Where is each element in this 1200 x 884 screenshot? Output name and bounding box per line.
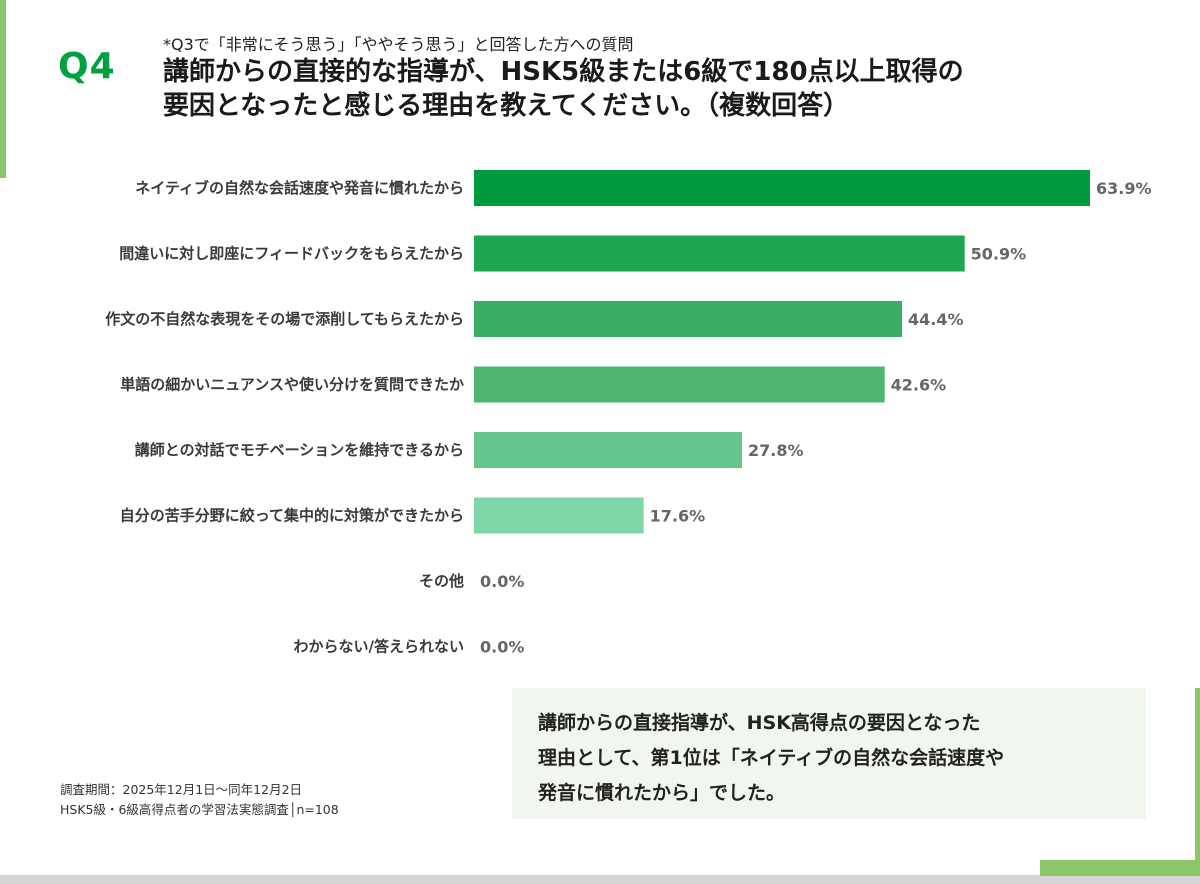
value-label: 44.4% bbox=[908, 310, 964, 329]
title-line-2: 要因となったと感じる理由を教えてください。（複数回答） bbox=[163, 91, 850, 121]
summary-line-3: 発音に慣れたから」でした。 bbox=[538, 782, 786, 804]
summary-line-2: 理由として、第1位は「ネイティブの自然な会話速度や bbox=[538, 747, 1005, 769]
survey-name: HSK5級・6級高得点者の学習法実態調査│n=108 bbox=[60, 802, 339, 817]
value-label: 27.8% bbox=[748, 441, 804, 460]
right-accent-bar bbox=[1195, 688, 1200, 860]
bottom-border bbox=[0, 875, 1200, 884]
category-label: 作文の不自然な表現をその場で添削してもらえたから bbox=[105, 310, 464, 328]
category-label: その他 bbox=[419, 572, 464, 590]
question-note: *Q3で「非常にそう思う」「ややそう思う」と回答した方への質問 bbox=[163, 35, 634, 54]
title-line-1: 講師からの直接的な指導が、HSK5級または6級で180点以上取得の bbox=[163, 57, 964, 87]
value-label: 50.9% bbox=[971, 245, 1027, 264]
category-label: 単語の細かいニュアンスや使い分けを質問できたか bbox=[120, 376, 464, 394]
summary-line-1: 講師からの直接指導が、HSK高得点の要因となった bbox=[538, 712, 981, 734]
question-number: Q4 bbox=[58, 46, 116, 87]
bar bbox=[474, 366, 885, 403]
category-label: 間違いに対し即座にフィードバックをもらえたから bbox=[119, 245, 464, 263]
question-title: 講師からの直接的な指導が、HSK5級または6級で180点以上取得の 要因となった… bbox=[163, 55, 1163, 123]
summary-box: 講師からの直接指導が、HSK高得点の要因となった 理由として、第1位は「ネイティ… bbox=[512, 688, 1146, 819]
survey-footnote: 調査期間：2025年12月1日～同年12月2日 HSK5級・6級高得点者の学習法… bbox=[60, 780, 339, 820]
category-label: わからない/答えられない bbox=[294, 638, 464, 656]
bar bbox=[474, 497, 644, 534]
value-label: 63.9% bbox=[1096, 179, 1152, 198]
bar bbox=[474, 170, 1090, 206]
category-label: ネイティブの自然な会話速度や発音に慣れたから bbox=[135, 179, 464, 197]
value-label: 42.6% bbox=[891, 376, 947, 395]
survey-period: 調査期間：2025年12月1日～同年12月2日 bbox=[60, 782, 303, 797]
bar bbox=[474, 301, 903, 337]
value-label: 17.6% bbox=[650, 507, 706, 526]
value-label: 0.0% bbox=[480, 572, 524, 591]
bar bbox=[474, 235, 965, 272]
category-label: 自分の苦手分野に絞って集中的に対策ができたから bbox=[120, 507, 464, 525]
bar bbox=[474, 432, 742, 468]
value-label: 0.0% bbox=[480, 638, 524, 657]
left-accent-bar bbox=[0, 0, 6, 178]
bottom-accent-bar bbox=[1040, 860, 1200, 876]
bar-chart: ネイティブの自然な会話速度や発音に慣れたから 63.9% 間違いに対し即座にフィード… bbox=[105, 170, 1152, 657]
category-label: 講師との対話でモチベーションを維持できるから bbox=[135, 441, 464, 459]
